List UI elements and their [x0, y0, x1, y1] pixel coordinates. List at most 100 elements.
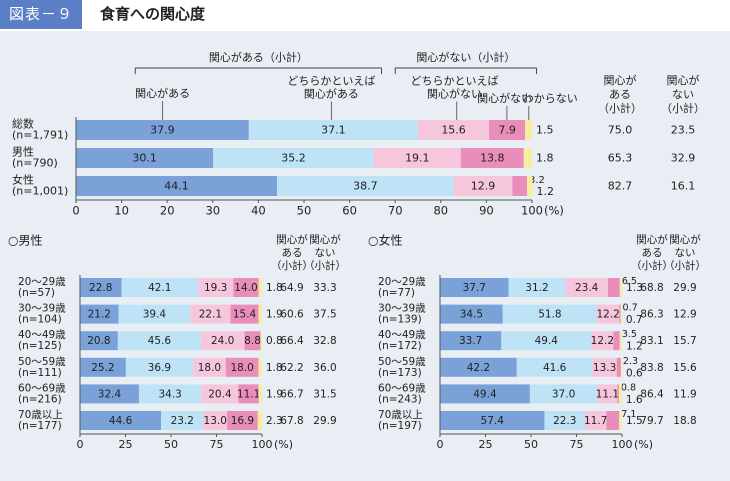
bar-segment	[161, 411, 204, 430]
subtotal-not-interested: 31.5	[313, 388, 336, 400]
bar-segment	[200, 331, 245, 351]
data-label: 35.2	[281, 152, 306, 165]
subtotal-interested: 64.9	[280, 282, 303, 294]
legend-label: 関心がない	[427, 87, 482, 101]
bar-segment	[440, 331, 502, 351]
bar-segment	[227, 411, 258, 430]
column-header: ない	[675, 247, 696, 259]
category-label: 60～69歳	[378, 382, 426, 394]
subtotal-not-interested: 18.8	[673, 415, 696, 427]
data-label: 49.4	[535, 335, 559, 347]
data-label: 24.0	[211, 335, 234, 347]
data-label: 11.1	[596, 388, 619, 400]
bar-segment	[440, 357, 517, 377]
axis-unit: (%)	[544, 204, 564, 218]
column-header: ない	[315, 247, 336, 259]
data-label: 12.2	[591, 335, 614, 347]
data-label: 1.6	[626, 394, 643, 406]
bar-segment	[501, 331, 592, 351]
bar-segment	[508, 278, 566, 297]
data-label: 1.9	[266, 309, 283, 321]
bar-segment	[80, 384, 139, 404]
subtotal-not-interested: 29.9	[313, 415, 336, 427]
data-label: 1.8	[266, 362, 283, 374]
column-header: （小計）	[304, 259, 346, 272]
bar-segment	[607, 278, 620, 297]
subtotal-interested: 65.3	[608, 152, 633, 165]
bar-segment	[489, 120, 526, 140]
data-label: 51.8	[538, 309, 561, 321]
data-label: 1.2	[536, 185, 554, 198]
category-label: 70歳以上	[18, 409, 63, 421]
category-label: 男性	[12, 145, 34, 159]
data-label: 44.1	[164, 180, 189, 193]
column-header: （小計）	[271, 259, 313, 272]
subtotal-interested: 75.0	[608, 124, 633, 137]
subtotal-not-interested: 23.5	[671, 124, 696, 137]
category-label: (n=139)	[378, 314, 422, 326]
subtotal-not-interested: 15.6	[673, 362, 697, 374]
data-label: 0.7	[626, 314, 643, 326]
column-header: ある	[642, 247, 663, 259]
column-header: 関心が	[604, 73, 637, 87]
category-label: (n=125)	[18, 340, 62, 352]
tick-label: 50	[524, 438, 538, 451]
data-label: 42.1	[148, 282, 171, 294]
tick-label: 25	[479, 438, 493, 451]
bar-segment	[620, 304, 622, 324]
bar-segment	[526, 176, 533, 196]
bar-segment	[76, 176, 278, 196]
axis-unit: (%)	[634, 438, 653, 451]
data-label: 18.0	[198, 362, 221, 374]
tick-label: 40	[251, 204, 266, 218]
bar-segment	[138, 384, 202, 404]
data-label: 13.8	[480, 152, 505, 165]
column-header: 関心が	[276, 233, 308, 246]
tick-label: 0	[77, 438, 84, 451]
subtotal-not-interested: 33.3	[313, 282, 336, 294]
bar-segment	[523, 148, 532, 168]
subtotal-not-interested: 29.9	[673, 282, 696, 294]
subtotal-interested: 82.7	[608, 180, 633, 193]
subtotal-not-interested: 11.9	[673, 388, 696, 400]
data-label: 37.9	[150, 124, 175, 137]
tick-label: 0	[437, 438, 444, 451]
bar-segment	[238, 384, 259, 404]
subtotal-interested: 68.8	[640, 282, 663, 294]
data-label: 1.3	[626, 282, 643, 294]
bar-segment	[258, 278, 262, 297]
category-label: (n=173)	[378, 367, 422, 379]
data-label: 37.1	[321, 124, 346, 137]
bar-segment	[502, 304, 598, 324]
category-label: 60～69歳	[18, 382, 66, 394]
bar-segment	[592, 357, 617, 377]
data-label: 0.8	[621, 382, 636, 393]
data-label: 1.8	[536, 152, 554, 165]
data-label: 13.0	[204, 415, 227, 427]
tick-label: 30	[205, 204, 220, 218]
column-header: （小計）	[631, 259, 673, 272]
column-header: 関心が	[669, 233, 701, 246]
column-header: 関心が	[636, 233, 668, 246]
figure-label: 図表－９	[0, 0, 82, 29]
legend-label: 関心がある	[304, 87, 359, 101]
category-label: (n=790)	[12, 157, 58, 170]
data-label: 30.1	[132, 152, 157, 165]
subtotal-not-interested: 32.9	[671, 152, 696, 165]
data-label: 15.4	[233, 309, 257, 321]
data-label: 42.2	[467, 362, 490, 374]
subtotal-interested: 60.6	[280, 309, 304, 321]
column-header: ない	[672, 88, 694, 101]
category-label: 30～39歳	[378, 303, 426, 315]
bar-segment	[117, 331, 201, 351]
category-label: (n=1,001)	[12, 185, 68, 198]
data-label: 20.4	[208, 388, 232, 400]
data-label: 25.2	[91, 362, 114, 374]
category-label: (n=1,791)	[12, 129, 68, 142]
data-label: 23.2	[171, 415, 194, 427]
bar-segment	[525, 120, 532, 140]
data-label: 34.3	[158, 388, 181, 400]
bar-segment	[544, 411, 586, 430]
subtotal-not-interested: 32.8	[313, 335, 336, 347]
